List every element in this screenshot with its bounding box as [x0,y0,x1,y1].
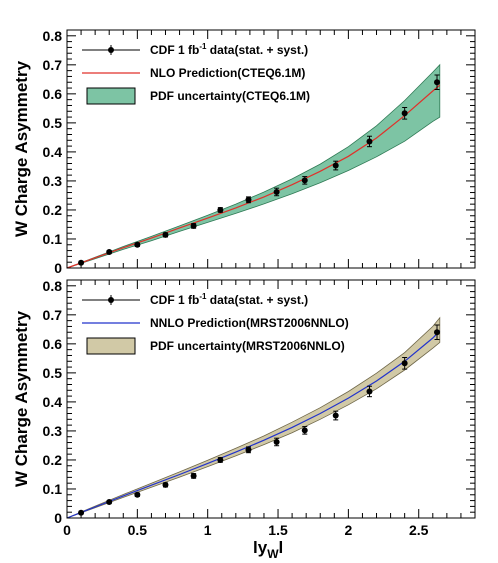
x-tick-label: 1 [204,522,212,538]
y-tick-label: 0.5 [43,115,63,131]
legend-entry-superscript: -1 [199,42,207,51]
legend-points-marker [108,47,114,53]
data-point [134,241,141,248]
prediction-line [66,330,441,519]
legend-entry-label: NLO Prediction(CTEQ6.1M) [150,66,305,80]
y-tick-label: 0.3 [43,423,63,439]
data-point [332,162,339,169]
y-tick-label: 0.2 [43,202,63,218]
data-point [190,222,197,229]
legend-entry-label: CDF 1 fb-1 data(stat. + syst.) [150,42,308,57]
data-point [366,388,373,395]
data-point [434,329,441,336]
data-point [106,499,113,506]
data-point [366,138,373,145]
x-axis-title-main: ly [253,538,268,557]
x-tick-label: 2 [344,522,352,538]
legend-points-marker [108,297,114,303]
legend-band-swatch [86,87,136,105]
legend-entry-label: PDF uncertainty(MRST2006NNLO) [150,339,345,353]
data-point [162,481,169,488]
pdf-uncertainty-band [66,63,441,269]
data-point [78,259,85,266]
x-axis-title: lyWl [253,538,283,561]
x-axis-title-subscript: W [267,547,279,561]
data-point [245,196,252,203]
data-point [106,249,113,256]
legend-entry-text: CDF 1 fb [150,43,199,57]
data-point [273,438,280,445]
data-point [434,79,441,86]
y-tick-label: 0.7 [43,307,63,323]
data-point [217,456,224,463]
legend-entry-text-suffix: data(stat. + syst.) [206,43,308,57]
data-point [245,446,252,453]
y-tick-label: 0.4 [43,144,63,160]
x-tick-label: 0.5 [128,522,148,538]
legend-band-swatch [86,337,136,355]
data-point [301,427,308,434]
y-tick-label: 0.6 [43,336,63,352]
legend-entry-superscript: -1 [199,292,207,301]
y-tick-label: 0.3 [43,173,63,189]
legend-entry-text: CDF 1 fb [150,293,199,307]
bottom-panel: 0 0.1 0.2 0.3 0.4 0.5 0.6 0.7 0.8 0 0.5 1 1.5 2 2.5 W C… [12,278,476,561]
y-tick-label: 0.5 [43,365,63,381]
data-point [190,472,197,479]
y-tick-label: 0.4 [43,394,63,410]
x-tick-label: 0 [63,522,71,538]
legend-entry-text: NLO Prediction(CTEQ6.1M) [150,66,305,80]
legend-entry-label: NNLO Prediction(MRST2006NNLO) [150,316,349,330]
y-tick-label: 0.7 [43,57,63,73]
data-point [134,491,141,498]
legend-entry-text-suffix: data(stat. + syst.) [206,293,308,307]
x-tick-label: 2.5 [409,522,429,538]
pdf-uncertainty-band [66,316,441,519]
y-tick-label: 0.8 [43,278,63,294]
plot-frame [66,29,476,269]
data-point [217,206,224,213]
y-tick-label: 0.8 [43,28,63,44]
plot-frame [66,279,476,519]
y-tick-label: 0.6 [43,86,63,102]
data-point [273,188,280,195]
legend-entry-text: NNLO Prediction(MRST2006NNLO) [150,316,349,330]
legend: CDF 1 fb-1 data(stat. + syst.) NLO Predic… [82,42,310,105]
x-tick-label: 1.5 [268,522,288,538]
data-point [401,110,408,117]
legend: CDF 1 fb-1 data(stat. + syst.) NNLO Predi… [82,292,349,355]
y-tick-label: 0 [54,510,62,526]
data-point [162,231,169,238]
legend-entry-label: PDF uncertainty(CTEQ6.1M) [150,89,310,103]
legend-entry-text: PDF uncertainty(CTEQ6.1M) [150,89,310,103]
y-tick-label: 0.2 [43,452,63,468]
y-axis-title: W Charge Asymmetry [12,60,31,237]
data-point [332,412,339,419]
legend-entry-text: PDF uncertainty(MRST2006NNLO) [150,339,345,353]
legend-entry-label: CDF 1 fb-1 data(stat. + syst.) [150,292,308,307]
data-point [78,509,85,516]
data-point [301,177,308,184]
y-axis-title: W Charge Asymmetry [12,310,31,487]
top-panel: 0 0.1 0.2 0.3 0.4 0.5 0.6 0.7 0.8 W Charge Asymme… [12,28,476,276]
prediction-line [66,84,441,269]
x-axis-title-end: l [279,538,284,557]
y-tick-label: 0.1 [43,231,63,247]
data-point [401,360,408,367]
y-tick-label: 0 [54,260,62,276]
y-tick-label: 0.1 [43,481,63,497]
